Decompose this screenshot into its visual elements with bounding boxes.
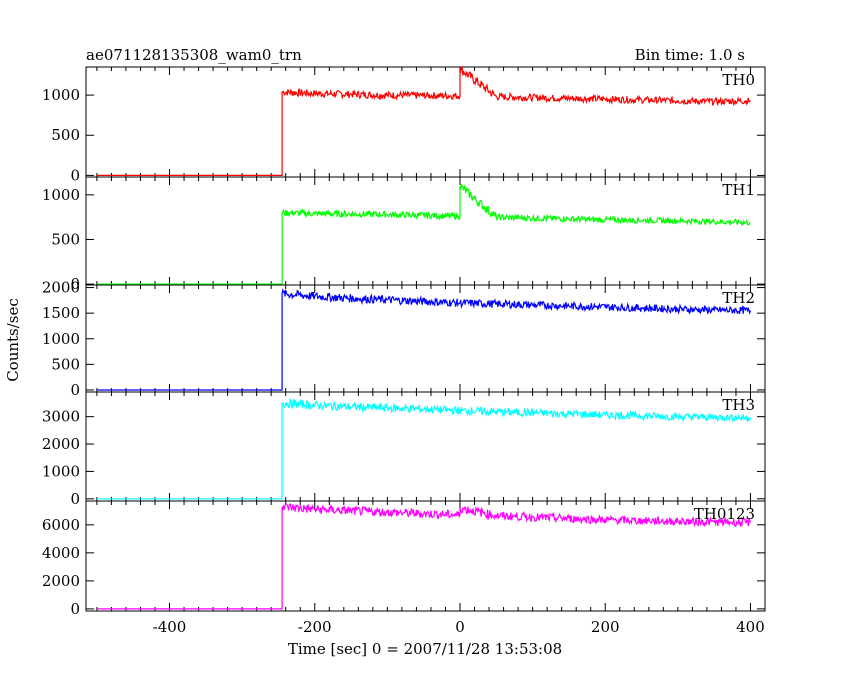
y-tick-label: 500 <box>51 355 80 373</box>
y-tick-label: 1000 <box>42 186 80 204</box>
y-tick-label: 6000 <box>42 516 80 534</box>
series-line-th3 <box>96 397 752 500</box>
x-tick-label: -400 <box>153 618 187 636</box>
series-line-th0 <box>96 65 751 176</box>
y-tick-label: 2000 <box>42 279 80 297</box>
y-tick-label: 0 <box>70 490 80 508</box>
x-tick-label: 200 <box>591 618 620 636</box>
panel-label-th3: TH3 <box>722 396 755 414</box>
y-tick-label: 0 <box>70 600 80 618</box>
y-axis-label: Counts/sec <box>4 298 22 382</box>
y-tick-label: 1500 <box>42 304 80 322</box>
y-tick-label: 1000 <box>42 86 80 104</box>
panel-frame-th0 <box>85 66 766 178</box>
series-line-th0123 <box>96 502 752 610</box>
bin-time-label: Bin time: 1.0 s <box>635 46 745 64</box>
y-tick-label: 1000 <box>42 330 80 348</box>
panel-label-th1: TH1 <box>722 181 755 199</box>
x-tick-label: 0 <box>455 618 465 636</box>
panel-label-th0: TH0 <box>722 71 755 89</box>
series-line-th2 <box>96 287 752 391</box>
y-tick-label: 2000 <box>42 572 80 590</box>
x-tick-label: -200 <box>298 618 332 636</box>
panel-frame-th0123 <box>85 500 766 612</box>
y-tick-label: 2000 <box>42 435 80 453</box>
y-tick-label: 500 <box>51 230 80 248</box>
y-tick-label: 3000 <box>42 408 80 426</box>
chart-title: ae071128135308_wam0_trn <box>86 46 302 64</box>
x-tick-label: 400 <box>736 618 765 636</box>
series-line-th1 <box>96 183 751 285</box>
panel-label-th0123: TH0123 <box>694 505 755 523</box>
x-axis-label: Time [sec] 0 = 2007/11/28 13:53:08 <box>288 640 562 658</box>
y-tick-label: 0 <box>70 275 80 293</box>
y-tick-label: 500 <box>51 126 80 144</box>
panel-label-th2: TH2 <box>722 289 755 307</box>
panel-frame-th1 <box>85 176 766 286</box>
y-tick-label: 4000 <box>42 544 80 562</box>
y-tick-label: 0 <box>70 166 80 184</box>
y-tick-label: 1000 <box>42 462 80 480</box>
y-tick-label: 0 <box>70 381 80 399</box>
